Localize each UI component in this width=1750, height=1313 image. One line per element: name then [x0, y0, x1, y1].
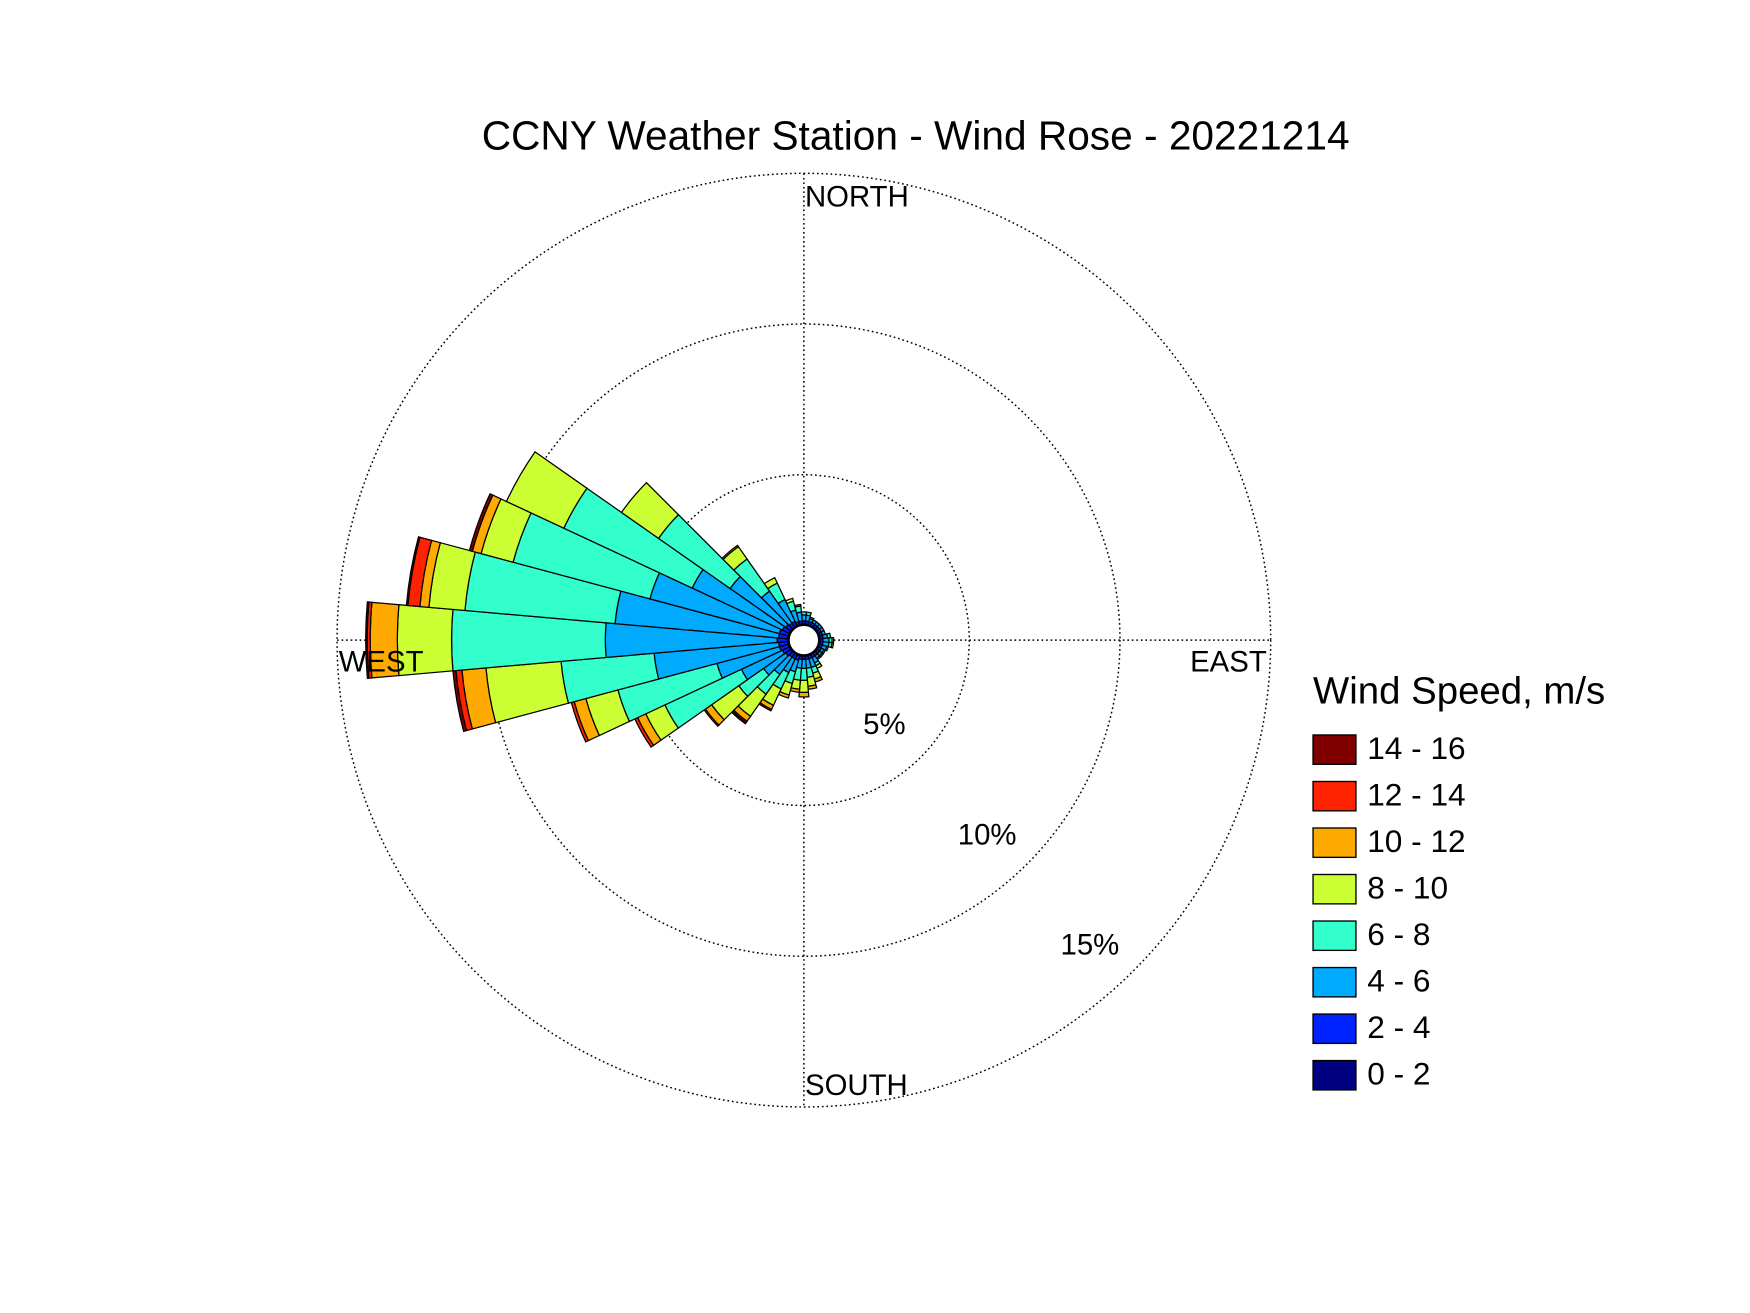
wedge-segment	[721, 544, 740, 561]
legend-swatch	[1312, 966, 1357, 998]
legend-swatch	[1312, 1059, 1357, 1091]
legend-label: 4 - 6	[1367, 963, 1430, 999]
chart-title: CCNY Weather Station - Wind Rose - 20221…	[482, 113, 1350, 159]
wedge-segment	[793, 603, 802, 608]
wedge-segment	[805, 611, 812, 617]
legend-swatch	[1312, 734, 1357, 765]
wedge-segment	[365, 601, 370, 679]
legend-label: 2 - 4	[1367, 1009, 1430, 1045]
wedge-segment	[468, 492, 494, 553]
legend: 14 - 16 12 - 14 10 - 12 8 - 10 6 - 8 4 - 6 2 -…	[1312, 730, 1466, 1092]
wedge-segment	[807, 684, 818, 690]
legend-swatch	[1312, 780, 1357, 812]
legend-swatch	[1312, 920, 1357, 952]
legend-swatch	[1312, 873, 1357, 905]
legend-label: 8 - 10	[1367, 870, 1448, 906]
wedge-segment	[620, 481, 680, 540]
north-label: NORTH	[805, 180, 909, 213]
east-label: EAST	[1190, 646, 1267, 679]
legend-label: 12 - 14	[1367, 777, 1465, 813]
center-hole	[788, 624, 820, 656]
legend-label: 0 - 2	[1367, 1056, 1430, 1092]
wedge-segment	[405, 536, 421, 607]
legend-swatch	[1312, 827, 1357, 859]
legend-title: Wind Speed, m/s	[1313, 669, 1605, 712]
wedge-segment	[798, 691, 810, 698]
wedge-segment	[830, 641, 835, 649]
legend-label: 6 - 8	[1367, 916, 1430, 952]
legend-label: 10 - 12	[1367, 823, 1465, 859]
r-tick-label: 15%	[1061, 929, 1120, 962]
south-label: SOUTH	[805, 1069, 908, 1102]
wedge-segment	[784, 597, 795, 605]
labels: CCNY Weather Station - Wind Rose - 20221…	[339, 113, 1606, 1102]
r-tick-label: 10%	[958, 818, 1017, 851]
legend-swatch	[1312, 1013, 1357, 1045]
r-tick-label: 5%	[863, 708, 905, 741]
wedge-segment	[505, 451, 588, 530]
wedge-segment	[763, 576, 779, 590]
wedge-segment	[485, 660, 570, 724]
wedge-segment	[831, 636, 835, 644]
legend-label: 14 - 16	[1367, 730, 1465, 766]
wedges	[365, 451, 835, 748]
west-label: WEST	[339, 646, 424, 679]
